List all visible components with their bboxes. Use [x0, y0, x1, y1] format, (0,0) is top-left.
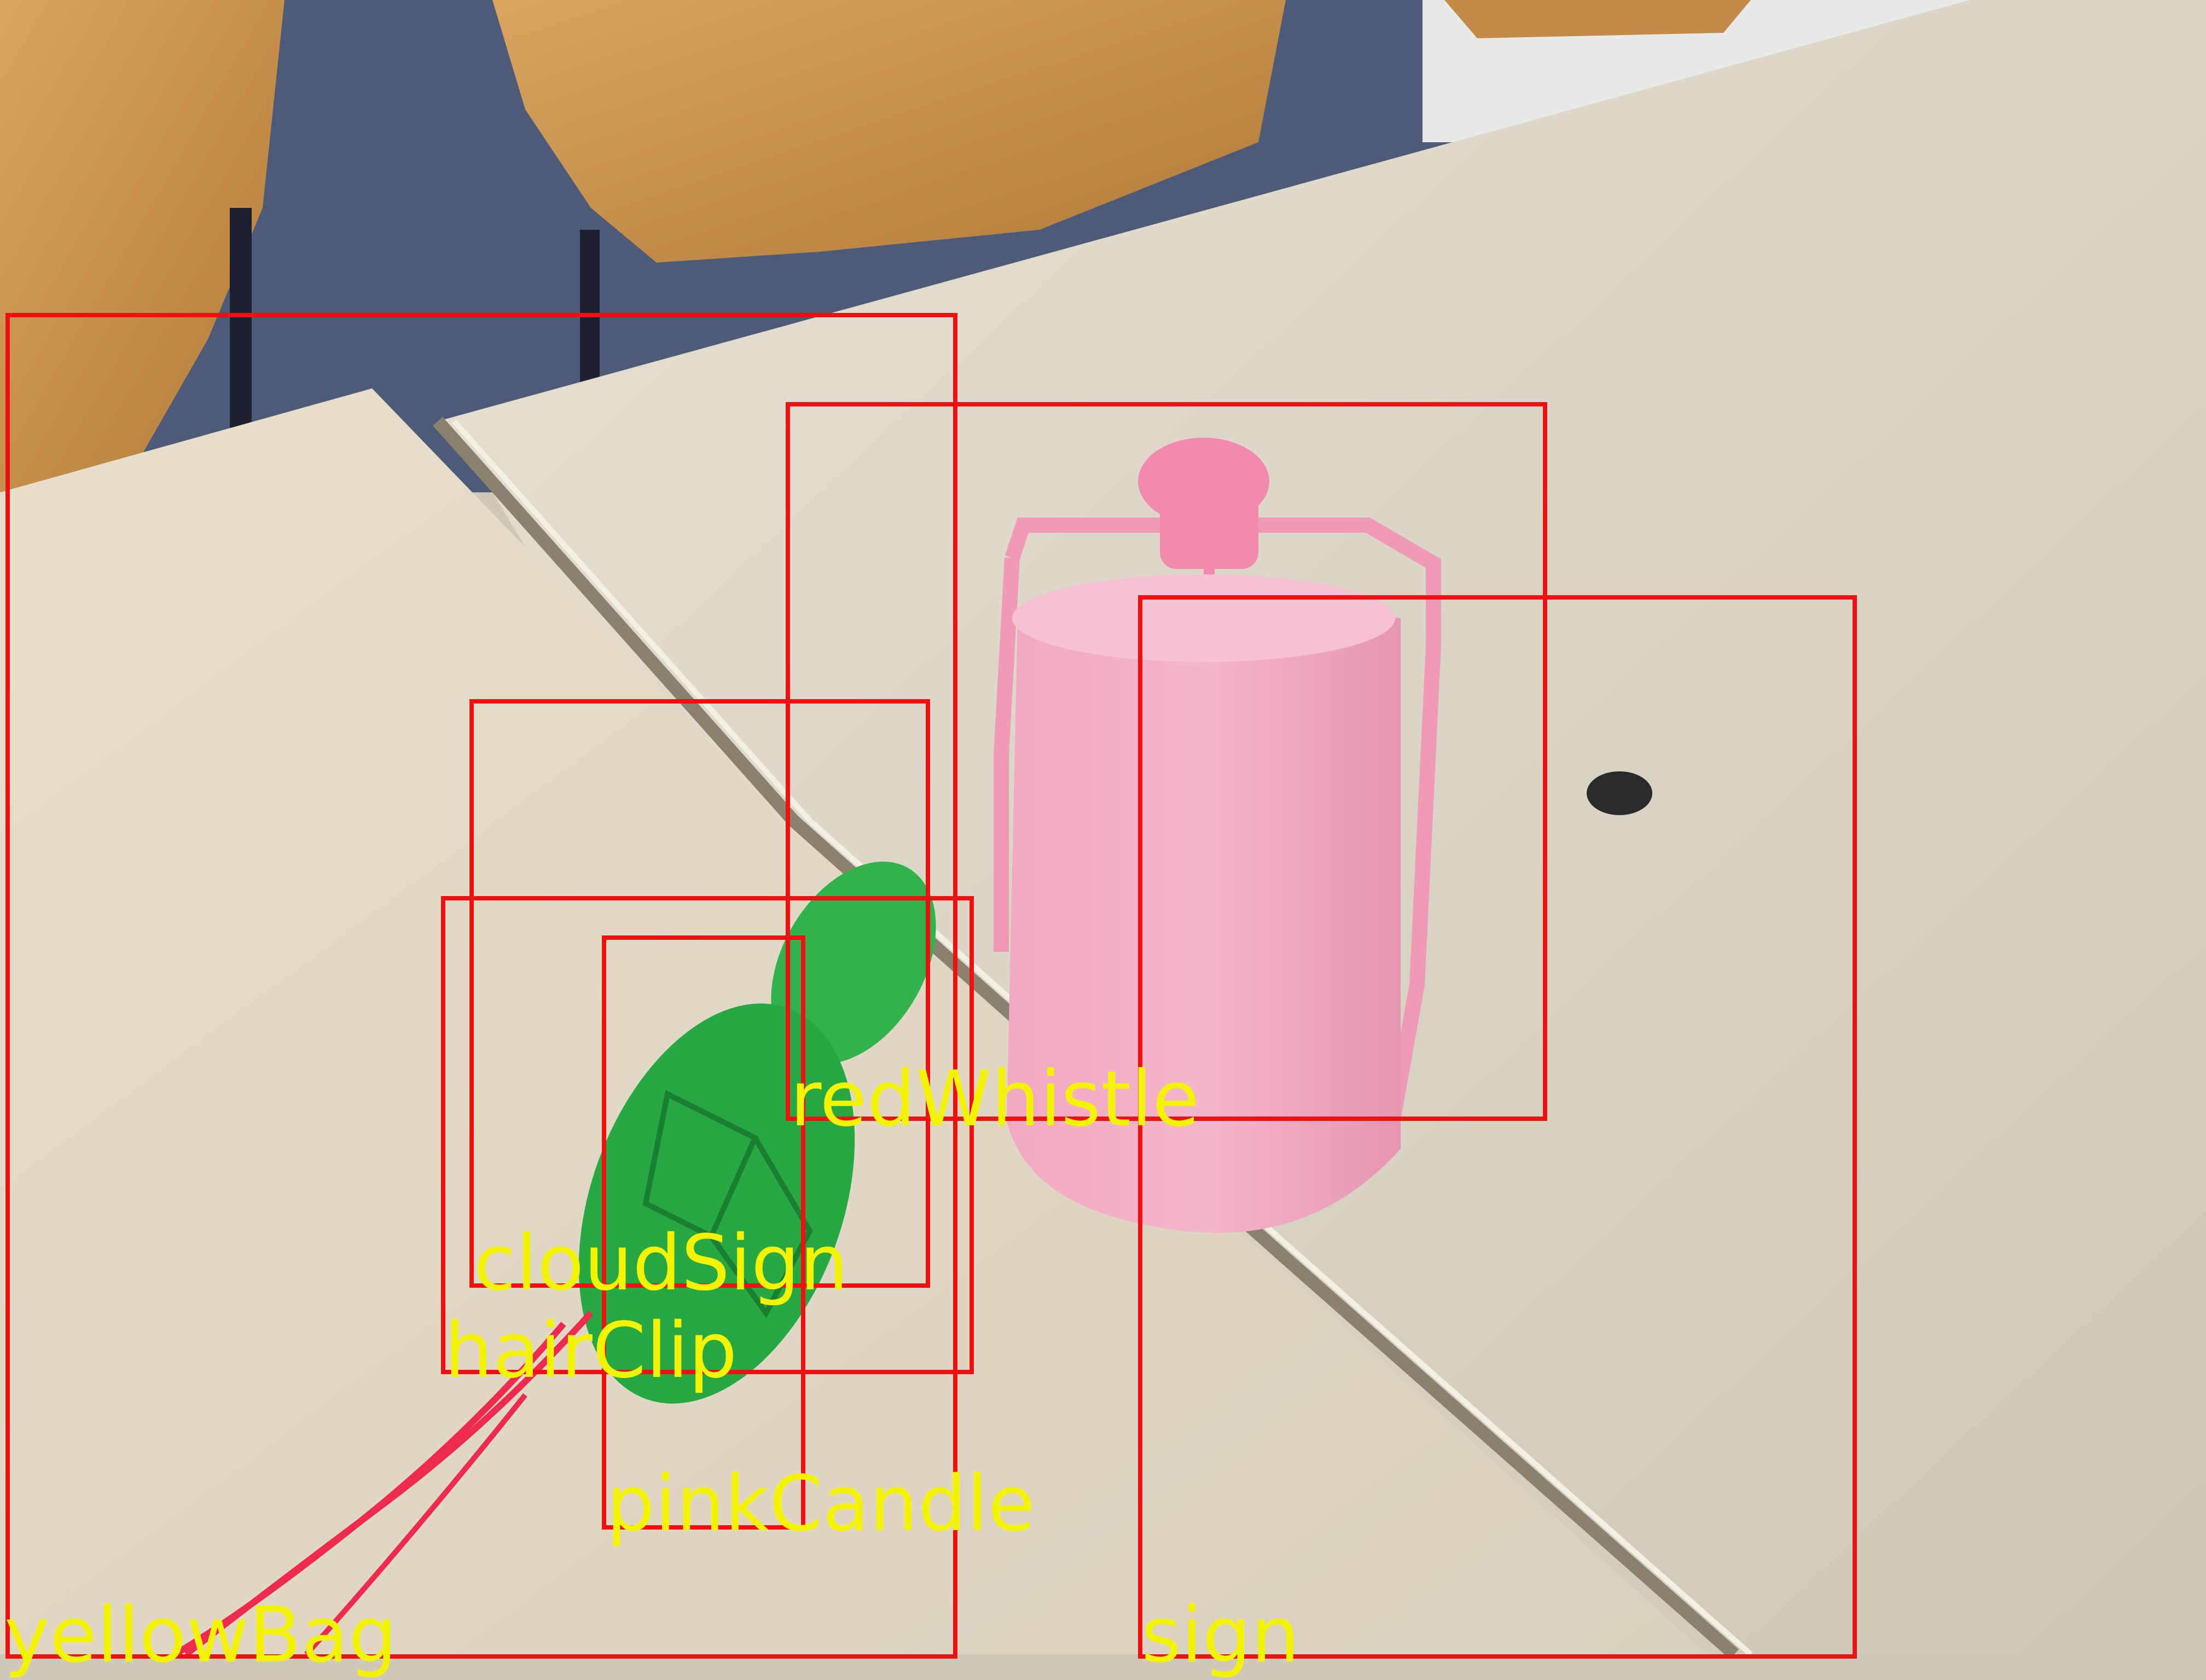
curler-sponge [1007, 599, 1401, 1233]
chair-left [0, 0, 285, 492]
red-string [173, 1322, 566, 1654]
bbox-sign [1138, 595, 1857, 1659]
bbox-hairClip [441, 896, 974, 1374]
label-pinkCandle: pinkCandle [606, 1460, 1035, 1549]
label-redWhistle: redWhistle [790, 1055, 1200, 1144]
bbox-pinkCandle [602, 935, 805, 1530]
label-sign: sign [1141, 1591, 1300, 1680]
curler-frame [1005, 518, 1441, 1140]
chair-center [492, 0, 1286, 263]
label-hairClip: hairClip [444, 1306, 738, 1396]
bbox-cloudSign [469, 699, 930, 1288]
label-yellowBag: yellowBag [4, 1591, 397, 1680]
chair-right [1444, 0, 1751, 38]
curler-frame-left [994, 557, 1020, 952]
turtle-head [771, 862, 936, 1064]
turtle-shell-lines [642, 1090, 813, 1318]
dirt-spot [1587, 771, 1652, 815]
label-cloudSign: cloudSign [474, 1219, 849, 1308]
red-string [304, 1393, 527, 1654]
bbox-redWhistle [786, 402, 1547, 1121]
